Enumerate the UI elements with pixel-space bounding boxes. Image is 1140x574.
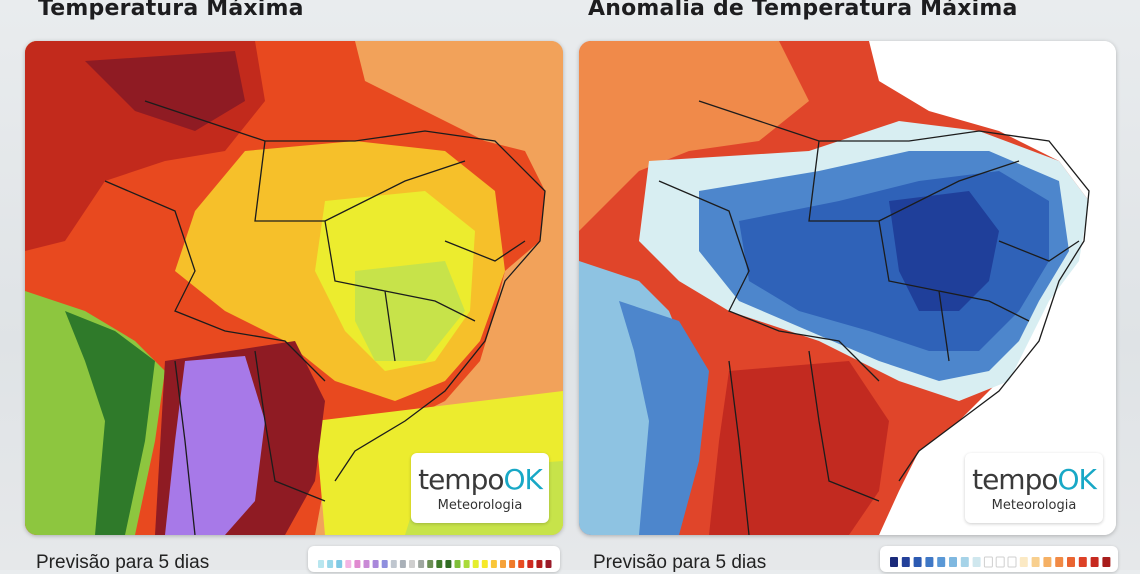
- legend-swatch: [372, 560, 379, 568]
- legend-swatch: [901, 557, 910, 567]
- legend-swatch: [545, 560, 552, 568]
- legend-swatch: [972, 557, 981, 567]
- tempook-logo-subtitle: Meteorologia: [437, 498, 523, 513]
- max-temperature-anomaly-map-image: [579, 41, 1116, 535]
- legend-swatch: [890, 557, 898, 567]
- tempook-logo-word: tempoOK: [418, 463, 543, 496]
- legend-swatch: [436, 560, 443, 568]
- legend-swatch: [472, 560, 479, 568]
- legend-swatch: [427, 560, 434, 568]
- legend-swatch: [983, 556, 993, 568]
- panel-title-anomaly: Anomalia de Temperatura Máxima: [588, 0, 1018, 21]
- legend-swatch: [490, 560, 497, 568]
- legend-swatch: [937, 557, 946, 567]
- legend-swatch: [363, 560, 370, 568]
- legend-swatch: [913, 557, 922, 567]
- legend-swatch: [1019, 557, 1028, 567]
- legend-swatch: [327, 560, 334, 568]
- legend-swatch: [1007, 556, 1017, 568]
- tempook-logo-word: tempoOK: [972, 463, 1097, 496]
- forecast-caption-right: Previsão para 5 dias: [593, 552, 767, 573]
- legend-swatch: [1043, 557, 1052, 567]
- anomaly-color-legend-swatches: [890, 556, 1111, 568]
- temperature-color-legend-swatches: [318, 560, 552, 568]
- legend-swatch: [925, 557, 934, 567]
- tempook-logo: tempoOK Meteorologia: [411, 453, 549, 523]
- legend-swatch: [390, 560, 397, 568]
- legend-swatch: [399, 560, 406, 568]
- legend-swatch: [463, 560, 470, 568]
- legend-swatch: [354, 560, 361, 568]
- legend-swatch: [409, 560, 415, 568]
- max-temperature-map: tempoOK Meteorologia: [25, 41, 563, 535]
- anomaly-color-legend: [880, 546, 1118, 572]
- legend-swatch: [418, 560, 425, 568]
- legend-swatch: [995, 556, 1005, 568]
- legend-swatch: [1090, 557, 1099, 567]
- legend-swatch: [1031, 557, 1040, 567]
- forecast-caption-left: Previsão para 5 dias: [36, 552, 210, 573]
- legend-swatch: [445, 560, 452, 568]
- legend-swatch: [536, 560, 543, 568]
- panel-title-max-temp: Temperatura Máxima: [38, 0, 304, 21]
- legend-swatch: [336, 560, 343, 568]
- max-temperature-anomaly-map: tempoOK Meteorologia: [579, 41, 1116, 535]
- legend-swatch: [381, 560, 388, 568]
- temperature-color-legend: [308, 546, 560, 572]
- tempook-logo-subtitle: Meteorologia: [991, 498, 1077, 513]
- legend-swatch: [1067, 557, 1075, 567]
- legend-swatch: [1078, 557, 1087, 567]
- legend-swatch: [949, 557, 957, 567]
- tempook-logo: tempoOK Meteorologia: [965, 453, 1103, 523]
- legend-swatch: [500, 560, 506, 568]
- legend-swatch: [1102, 557, 1111, 567]
- legend-swatch: [345, 560, 352, 568]
- legend-swatch: [509, 560, 516, 568]
- legend-swatch: [318, 560, 324, 568]
- legend-swatch: [481, 560, 488, 568]
- legend-swatch: [960, 557, 969, 567]
- legend-swatch: [527, 560, 534, 568]
- legend-swatch: [518, 560, 525, 568]
- legend-swatch: [454, 560, 461, 568]
- legend-swatch: [1055, 557, 1064, 567]
